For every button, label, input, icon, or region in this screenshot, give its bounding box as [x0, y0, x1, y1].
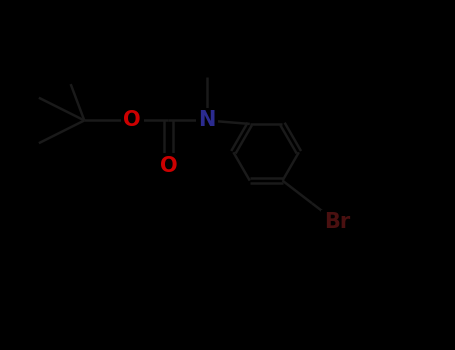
- Text: Br: Br: [324, 212, 350, 232]
- Text: O: O: [160, 156, 177, 176]
- Text: O: O: [123, 111, 141, 131]
- Text: N: N: [198, 111, 216, 131]
